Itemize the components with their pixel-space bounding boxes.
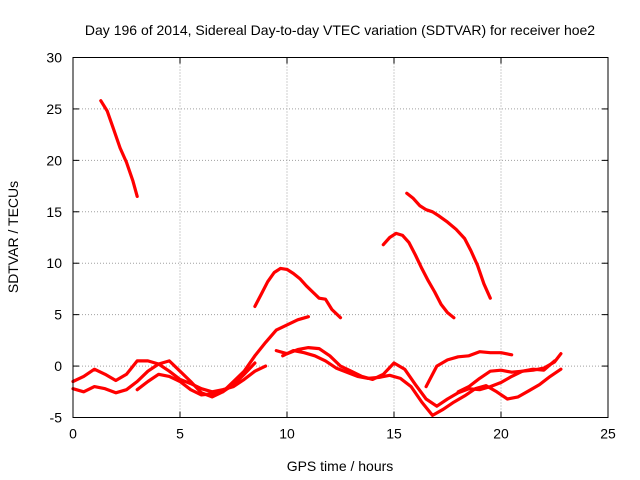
y-tick-label: 15	[46, 204, 62, 220]
plot-frame	[72, 57, 609, 418]
y-axis-label: SDTVAR / TECUs	[5, 181, 21, 293]
series-group	[71, 99, 563, 417]
x-tick-label: 15	[386, 426, 402, 442]
y-tick-label: -5	[50, 410, 63, 426]
series-line-arc-7	[135, 361, 257, 397]
ticks: 0 5 10 15 20 25 -5 0 5 10 15 20 25 30	[46, 50, 616, 442]
series-line-arc-3	[381, 231, 456, 320]
y-tick-label: 10	[46, 255, 62, 271]
series-line-arc-2	[253, 266, 343, 320]
series-line-arc-10	[424, 350, 514, 389]
x-tick-label: 10	[279, 426, 295, 442]
series-line-arc-9	[281, 349, 563, 417]
series-line-arc-8	[274, 346, 557, 408]
x-tick-label: 0	[69, 426, 77, 442]
y-tick-label: 5	[54, 307, 62, 323]
x-tick-label: 25	[600, 426, 616, 442]
y-tick-label: 30	[46, 50, 62, 66]
series-line-arc-11	[456, 352, 563, 394]
y-tick-label: 0	[54, 358, 62, 374]
chart-title: Day 196 of 2014, Sidereal Day-to-day VTE…	[85, 22, 595, 38]
series-line-arc-4	[405, 191, 492, 300]
series-line-arc-6	[71, 315, 310, 399]
y-tick-label: 20	[46, 152, 62, 168]
x-tick-label: 20	[493, 426, 509, 442]
series-line-arc-1	[99, 99, 139, 198]
x-tick-label: 5	[176, 426, 184, 442]
x-axis-label: GPS time / hours	[287, 458, 394, 474]
series-line-arc-5	[71, 359, 268, 394]
y-tick-label: 25	[46, 101, 62, 117]
